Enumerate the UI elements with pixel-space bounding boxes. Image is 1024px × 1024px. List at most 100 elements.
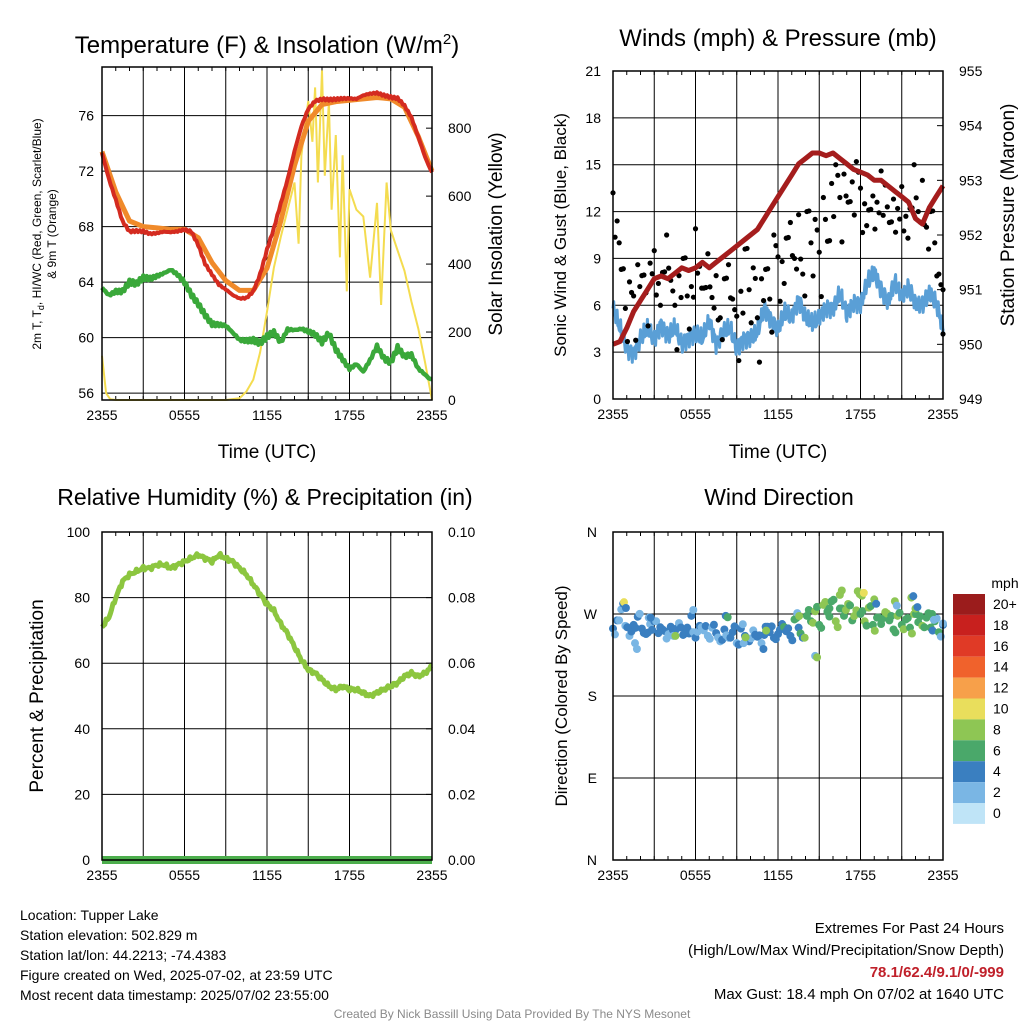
direction-point bbox=[804, 605, 813, 614]
pressure-line bbox=[612, 150, 946, 347]
temperature-xtick-label: 2355 bbox=[86, 407, 117, 423]
pressure-ytick-label: 954 bbox=[959, 118, 983, 134]
extremes-box: Extremes For Past 24 Hours (High/Low/Max… bbox=[688, 918, 1004, 1006]
pressure-ytick-label: 951 bbox=[959, 282, 983, 298]
gust-point bbox=[814, 227, 820, 233]
precip-ytick-label: 0.04 bbox=[448, 721, 475, 737]
gust-point bbox=[773, 243, 779, 249]
gust-point bbox=[622, 305, 628, 312]
latlon-text: Station lat/lon: 44.2213; -74.4383 bbox=[20, 947, 227, 963]
direction-title: Wind Direction bbox=[704, 484, 854, 510]
humidity-xtick-label: 2355 bbox=[416, 867, 447, 883]
gust-point bbox=[826, 238, 833, 244]
winds-xtick-label: 1155 bbox=[763, 406, 793, 422]
colorbar-swatch bbox=[953, 677, 985, 699]
direction-left-label: Direction (Colored By Speed) bbox=[552, 585, 571, 806]
gust-point bbox=[785, 234, 791, 241]
colorbar-label: 2 bbox=[993, 784, 1001, 800]
gust-point bbox=[878, 168, 884, 174]
wind-ytick-label: 6 bbox=[593, 297, 601, 313]
humidity-panel: 2355 0555 1155 1755 23550204060801000.000.02… bbox=[27, 484, 475, 883]
wind-ytick-label: 15 bbox=[585, 157, 601, 173]
pressure-ytick-label: 950 bbox=[959, 336, 983, 352]
gust-point bbox=[678, 294, 684, 301]
gust-point bbox=[843, 193, 849, 199]
gust-point bbox=[666, 265, 672, 271]
colorbar-label: 4 bbox=[993, 763, 1001, 779]
precip-ytick-label: 0.06 bbox=[448, 655, 475, 671]
gust-point bbox=[725, 262, 732, 268]
direction-point bbox=[738, 620, 747, 629]
rh-ytick-label: 40 bbox=[74, 721, 90, 737]
gust-point bbox=[913, 195, 919, 201]
gust-point bbox=[884, 204, 890, 210]
gust-point bbox=[853, 158, 859, 165]
gust-point bbox=[624, 338, 631, 345]
extremes-values: 78.1/62.4/9.1/0/-999 bbox=[869, 964, 1004, 981]
gust-point bbox=[758, 276, 765, 282]
gust-point bbox=[614, 218, 620, 224]
recent-data-text: Most recent data timestamp: 2025/07/02 2… bbox=[20, 987, 329, 1003]
gust-point bbox=[633, 337, 639, 343]
wind-ytick-label: 21 bbox=[585, 63, 601, 79]
temp-9m-line bbox=[99, 95, 435, 293]
direction-ytick-label: W bbox=[584, 606, 598, 622]
gust-point bbox=[647, 260, 653, 266]
pressure-ytick-label: 955 bbox=[959, 63, 983, 79]
gust-point bbox=[835, 172, 841, 178]
colorbar-label: 8 bbox=[993, 721, 1001, 737]
gust-point bbox=[657, 302, 664, 308]
gust-point bbox=[864, 223, 870, 229]
gust-point bbox=[730, 296, 736, 302]
gust-point bbox=[923, 224, 930, 230]
humidity-left-label: Percent & Precipitation bbox=[27, 599, 48, 792]
location-text: Location: Tupper Lake bbox=[20, 907, 159, 923]
direction-ytick-label: S bbox=[588, 688, 597, 704]
gust-point bbox=[756, 359, 763, 365]
pressure-ytick-label: 952 bbox=[959, 227, 983, 243]
colorbar-label: 14 bbox=[993, 659, 1009, 675]
direction-point bbox=[705, 634, 714, 643]
wind-ytick-label: 18 bbox=[585, 110, 601, 126]
direction-point bbox=[631, 623, 640, 632]
colorbar-label: 18 bbox=[993, 617, 1009, 633]
winds-xtick-label: 2355 bbox=[927, 406, 958, 422]
gust-point bbox=[777, 298, 783, 304]
gust-point bbox=[612, 234, 618, 240]
colorbar-label: 12 bbox=[993, 680, 1009, 696]
gust-point bbox=[868, 206, 874, 212]
winds-left-label: Sonic Wind & Gust (Blue, Black) bbox=[551, 113, 570, 357]
temperature-xtick-label: 0555 bbox=[169, 407, 200, 423]
gust-point bbox=[752, 275, 758, 282]
gust-point bbox=[831, 213, 837, 220]
gust-point bbox=[719, 337, 725, 343]
gust-point bbox=[705, 251, 711, 257]
gust-point bbox=[787, 219, 793, 226]
gust-point bbox=[655, 280, 661, 287]
colorbar-title: mph bbox=[991, 575, 1018, 591]
gust-point bbox=[781, 280, 787, 287]
direction-point bbox=[825, 604, 834, 613]
temperature-xtick-label: 1155 bbox=[252, 407, 282, 423]
colorbar-swatch bbox=[953, 698, 985, 720]
gust-point bbox=[690, 294, 697, 300]
gust-point bbox=[694, 270, 701, 276]
gust-point bbox=[707, 284, 713, 290]
direction-point bbox=[872, 599, 881, 608]
gust-point bbox=[670, 288, 676, 294]
gust-point bbox=[808, 240, 814, 246]
rh-ytick-label: 60 bbox=[74, 655, 90, 671]
gust-point bbox=[664, 232, 670, 238]
insolation-ytick-label: 400 bbox=[448, 256, 472, 272]
direction-xtick-label: 2355 bbox=[927, 867, 958, 883]
gust-point bbox=[839, 239, 845, 245]
direction-point bbox=[813, 653, 822, 662]
gust-point bbox=[899, 183, 905, 190]
gust-point bbox=[703, 284, 709, 291]
precip-ytick-label: 0.10 bbox=[448, 524, 475, 540]
gust-point bbox=[796, 212, 802, 218]
gust-point bbox=[800, 271, 806, 277]
direction-point bbox=[788, 636, 797, 645]
temperature-left-label: 2m T, Td, HI/WC (Red, Green, Scarlet/Blu… bbox=[30, 118, 46, 349]
